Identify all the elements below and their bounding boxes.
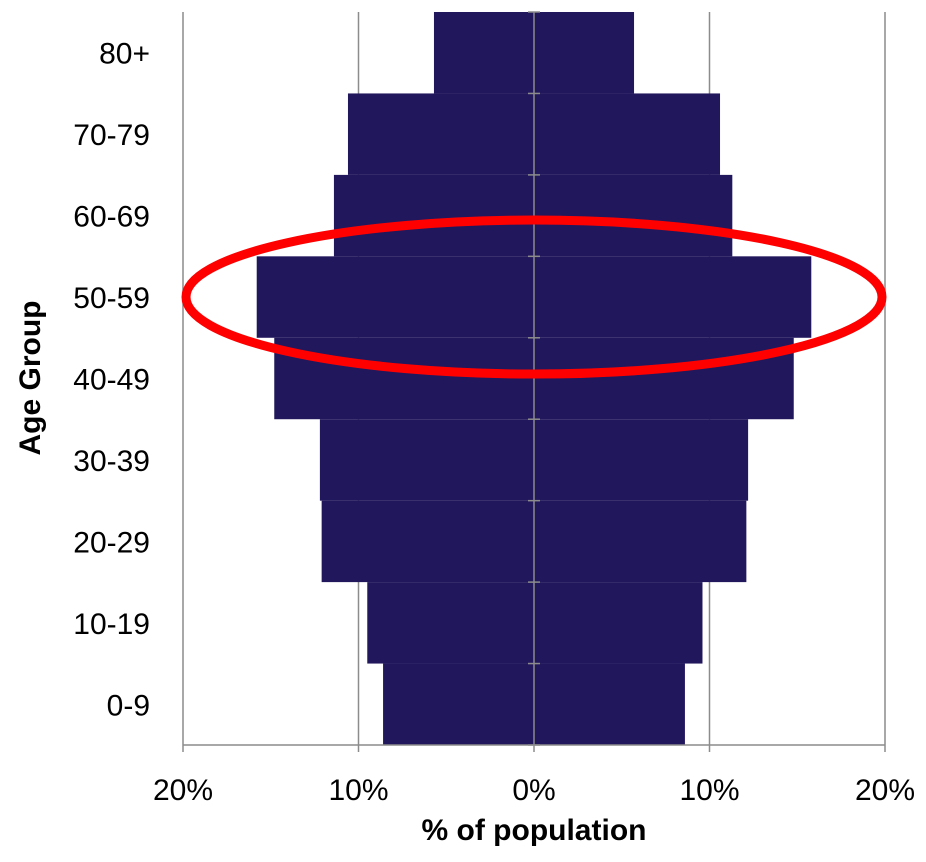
bar-left-50-59: [256, 256, 534, 338]
y-tick-label: 20-29: [73, 526, 150, 559]
x-tick-label: 20%: [855, 774, 915, 807]
bar-right-70-79: [534, 93, 721, 175]
x-tick-label: 10%: [328, 774, 388, 807]
bar-left-10-19: [367, 582, 534, 664]
y-tick-label: 70-79: [73, 119, 150, 152]
labels-layer: 20% 10% 0% 10% 20% 0-9 10-19 20-29 30-39 40-49 50-…: [73, 38, 915, 807]
bar-left-0-9: [383, 663, 534, 745]
y-tick-label: 40-49: [73, 364, 150, 397]
bar-right-80+: [534, 12, 635, 94]
y-tick-label: 30-39: [73, 445, 150, 478]
bars-layer: [256, 12, 812, 745]
bar-right-20-29: [534, 500, 747, 583]
bar-left-70-79: [347, 93, 534, 175]
bar-right-40-49: [534, 337, 794, 420]
bar-right-50-59: [534, 256, 812, 338]
x-tick-label: 20%: [153, 774, 213, 807]
bar-left-40-49: [274, 337, 534, 420]
bar-left-60-69: [333, 174, 534, 257]
bar-right-10-19: [534, 582, 703, 664]
bar-right-30-39: [534, 419, 749, 501]
x-tick-label: 0%: [512, 774, 555, 807]
bar-right-0-9: [534, 663, 685, 745]
bar-left-80+: [433, 12, 534, 94]
annotation-layer: [181, 215, 887, 379]
bar-left-30-39: [319, 419, 534, 501]
y-tick-label: 50-59: [73, 282, 150, 315]
y-axis-title: Age Group: [14, 301, 47, 456]
highlight-ellipse: [181, 215, 887, 379]
y-tick-label: 60-69: [73, 201, 150, 234]
bar-left-20-29: [321, 500, 534, 583]
y-tick-label: 80+: [99, 38, 150, 71]
x-axis-title: % of population: [422, 814, 647, 847]
x-tick-label: 10%: [679, 774, 739, 807]
bar-right-60-69: [534, 174, 733, 257]
y-tick-label: 0-9: [107, 689, 150, 722]
y-tick-label: 10-19: [73, 608, 150, 641]
